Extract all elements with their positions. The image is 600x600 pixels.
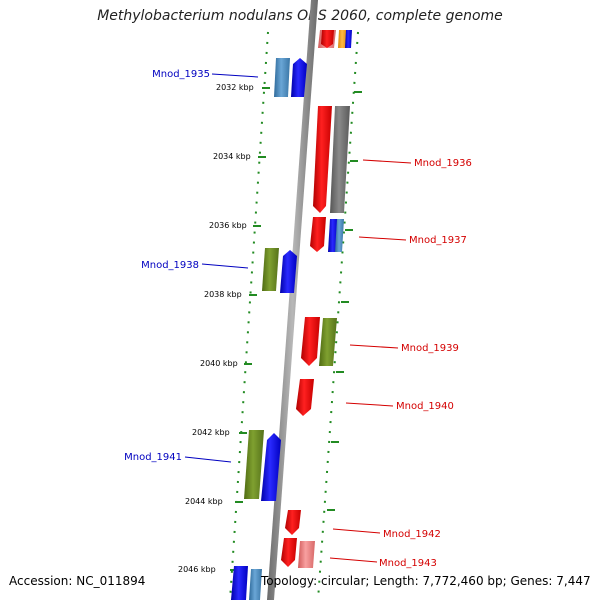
scale-label-2036: 2036 kbp	[209, 221, 247, 230]
gene-top-blue[interactable]	[345, 30, 352, 48]
gene-mnod-1939-olive[interactable]	[319, 318, 337, 366]
gene-mnod-1943-pink[interactable]	[298, 541, 315, 568]
scale-label-2040: 2040 kbp	[200, 359, 238, 368]
gene-mnod-1935[interactable]	[291, 58, 307, 97]
gene-bottom-steel[interactable]	[249, 569, 262, 600]
left-major-ticks	[230, 87, 270, 571]
gene-mnod-1943[interactable]	[281, 538, 297, 567]
gene-bottom-blue[interactable]	[231, 566, 248, 600]
gene-mnod-1942[interactable]	[285, 510, 301, 535]
scale-label-2042: 2042 kbp	[192, 428, 230, 437]
gene-mnod-1939[interactable]	[301, 317, 320, 366]
map-title: Methylobacterium nodulans ORS 2060, comp…	[97, 8, 503, 24]
gene-mnod-1941-olive[interactable]	[244, 430, 264, 499]
gene-label-mnod-1942[interactable]: Mnod_1942	[383, 529, 441, 540]
gene-label-mnod-1935[interactable]: Mnod_1935	[152, 69, 210, 80]
gene-mnod-1937[interactable]	[310, 217, 326, 252]
topology-text: Topology: circular; Length: 7,772,460 bp…	[261, 574, 591, 588]
left-tick-track	[229, 31, 269, 600]
label-leaders	[184, 73, 412, 563]
gene-label-mnod-1940[interactable]: Mnod_1940	[396, 401, 454, 412]
scale-label-2046: 2046 kbp	[178, 565, 216, 574]
gene-mnod-1937-steel[interactable]	[335, 219, 344, 252]
scale-label-2034: 2034 kbp	[213, 152, 251, 161]
gene-top-red[interactable]	[321, 30, 334, 48]
scale-label-2044: 2044 kbp	[185, 497, 223, 506]
gene-label-mnod-1939[interactable]: Mnod_1939	[401, 343, 459, 354]
gene-mnod-1936[interactable]	[313, 106, 332, 213]
gene-label-mnod-1936[interactable]: Mnod_1936	[414, 158, 472, 169]
right-major-ticks	[327, 91, 362, 511]
gene-mnod-1938-olive[interactable]	[262, 248, 279, 291]
gene-mnod-1940[interactable]	[296, 379, 314, 416]
gene-mnod-1938[interactable]	[280, 250, 297, 293]
gene-label-mnod-1941[interactable]: Mnod_1941	[124, 452, 182, 463]
gene-features	[231, 30, 352, 600]
scale-label-2032: 2032 kbp	[216, 83, 254, 92]
gene-mnod-1941[interactable]	[261, 433, 281, 501]
gene-label-mnod-1938[interactable]: Mnod_1938	[141, 260, 199, 271]
scale-label-2038: 2038 kbp	[204, 290, 242, 299]
gene-mnod-1935-steel[interactable]	[274, 58, 290, 97]
gene-mnod-1936-gray[interactable]	[330, 106, 350, 213]
gene-label-mnod-1943[interactable]: Mnod_1943	[379, 558, 437, 569]
gene-label-mnod-1937[interactable]: Mnod_1937	[409, 235, 467, 246]
accession-text: Accession: NC_011894	[9, 574, 146, 588]
gene-top-orange[interactable]	[338, 30, 347, 48]
